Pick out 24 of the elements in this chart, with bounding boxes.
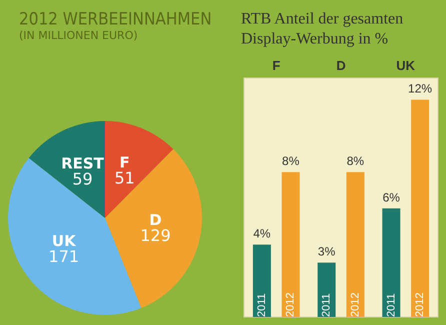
data-label: 8%: [282, 154, 300, 168]
text: 2011: [385, 293, 398, 317]
bar: [382, 208, 400, 317]
series-label: 2012: [284, 292, 297, 317]
data-label: 12%: [408, 82, 432, 96]
data-label: 6%: [382, 190, 400, 204]
series-label: 2011: [256, 293, 268, 317]
chart-subtitle: (IN MILLIONEN EURO): [19, 29, 138, 42]
data-label: 3%: [318, 244, 336, 259]
bar: [252, 244, 271, 317]
text: 2011: [320, 293, 333, 317]
text: 2012: [414, 292, 426, 317]
data-label: 4%: [253, 226, 271, 241]
chart-title: 2012 WERBEEINNAHMEN: [19, 10, 212, 30]
x-tick-label: F: [272, 58, 280, 73]
chart-title: RTB Anteil der gesamten Display-Werbung in %: [241, 10, 408, 48]
x-tick-label: D: [336, 58, 346, 73]
x-tick-label: UK: [396, 58, 416, 73]
bar: [318, 262, 336, 317]
bar: [411, 100, 430, 317]
data-label: 8%: [346, 154, 364, 168]
bar: [282, 172, 300, 317]
text: 2012: [349, 292, 362, 317]
bar: [346, 172, 364, 317]
